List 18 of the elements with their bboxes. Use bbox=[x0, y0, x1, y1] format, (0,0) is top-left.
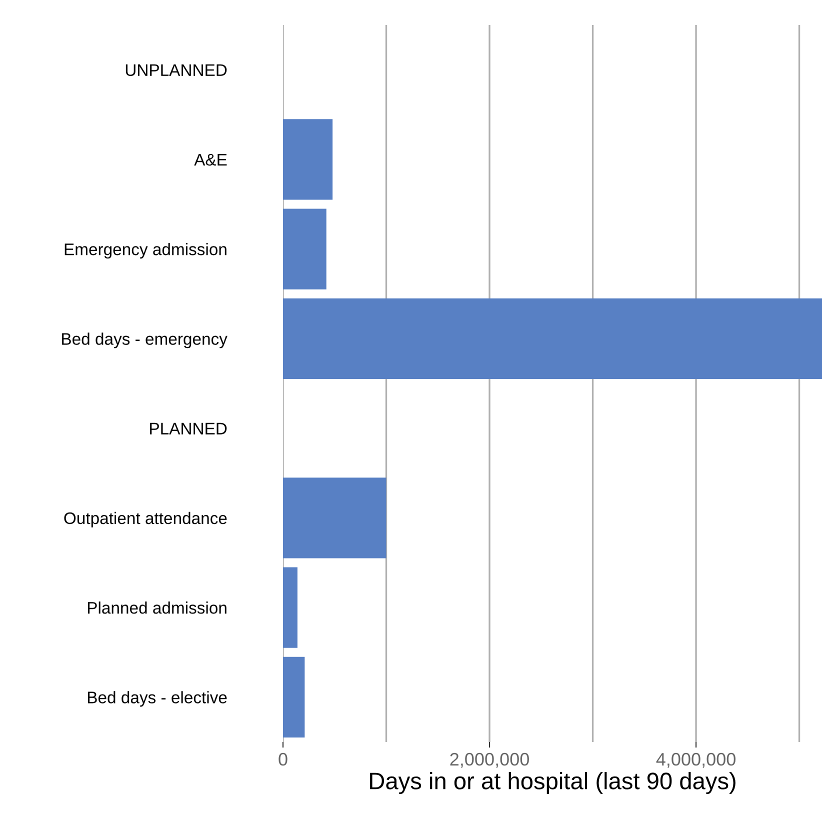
y-tick-label: Bed days - emergency bbox=[62, 332, 228, 348]
y-tick-label: A&E bbox=[194, 154, 227, 166]
x-axis-title: Days in or at hospital (last 90 days) bbox=[370, 772, 736, 794]
bar bbox=[283, 656, 305, 738]
x-tick-label: 0 bbox=[278, 752, 288, 766]
y-tick-label: PLANNED bbox=[150, 422, 227, 434]
y-tick-label: Bed days - elective bbox=[88, 691, 227, 707]
bar bbox=[283, 478, 386, 558]
y-tick-label: Emergency admission bbox=[64, 243, 226, 259]
bar bbox=[283, 298, 822, 380]
x-tick-label: 2,000,000 bbox=[450, 752, 529, 768]
bar bbox=[283, 567, 298, 648]
bar bbox=[283, 119, 333, 200]
bar bbox=[283, 208, 326, 290]
y-tick-label: UNPLANNED bbox=[126, 64, 227, 76]
y-tick-label: Planned admission bbox=[88, 602, 226, 614]
y-tick-label: Outpatient attendance bbox=[64, 512, 227, 528]
x-tick-label: 4,000,000 bbox=[656, 752, 736, 768]
